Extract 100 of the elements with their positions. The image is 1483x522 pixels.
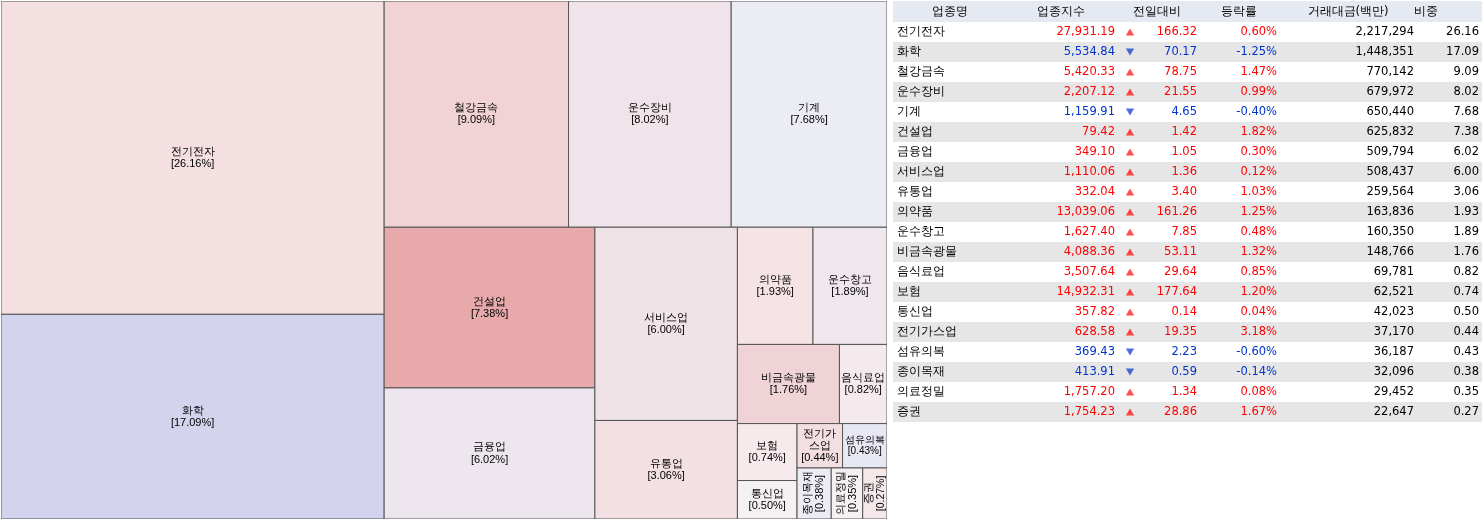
data-label: 21.55 (1164, 84, 1197, 98)
data-label: 28.86 (1164, 404, 1197, 418)
data-label: 3.40 (1171, 184, 1197, 198)
data-label: [8.02%] (631, 113, 669, 126)
category-label: 화학 (897, 44, 921, 58)
data-label: 0.48% (1240, 224, 1278, 238)
data-label: 69,781 (1373, 264, 1414, 278)
data-label: [0.74%] (748, 451, 786, 464)
text: 전일대비 (1133, 3, 1181, 18)
data-label: 2,207.12 (1063, 84, 1115, 98)
category-label: 전기가스업 (803, 426, 837, 451)
data-label: 1.32% (1240, 244, 1278, 258)
data-label: [7.68%] (790, 113, 828, 126)
data-label: 0.14 (1171, 304, 1197, 318)
data-label: 508,437 (1366, 164, 1414, 178)
data-label: 369.43 (1074, 344, 1115, 358)
data-label: 5,534.84 (1063, 44, 1115, 58)
data-label: 70.17 (1164, 44, 1197, 58)
data-label: 1.34 (1171, 384, 1197, 398)
text: 등락률 (1221, 3, 1257, 18)
data-label: 3,507.64 (1063, 264, 1115, 278)
category-label: 전기전자 (170, 144, 215, 157)
category-label: 비금속광물 (760, 370, 816, 383)
data-label: [26.16%] (170, 156, 215, 169)
data-label: 349.10 (1074, 144, 1115, 158)
data-label: 1.76 (1453, 244, 1479, 258)
data-label: 357.82 (1074, 304, 1115, 318)
data-label: 650,440 (1366, 104, 1414, 118)
category-label: 의료정밀 (897, 384, 945, 398)
category-label: 의약품 (758, 272, 792, 285)
category-label: 음식료업 (897, 264, 945, 278)
category-label: 화학 (181, 403, 204, 416)
data-label: 2.23 (1171, 344, 1197, 358)
data-label: 1.93 (1453, 204, 1479, 218)
data-label: 1.67% (1240, 404, 1278, 418)
data-label: [9.09%] (457, 113, 495, 126)
data-label: -1.25% (1236, 44, 1278, 58)
data-label: 0.35 (1453, 384, 1479, 398)
data-label: -0.14% (1236, 364, 1278, 378)
category-label: 운수장비 (627, 101, 672, 114)
data-label: 3.18% (1240, 324, 1278, 338)
data-label: 1.47% (1240, 64, 1278, 78)
data-label: -0.60% (1236, 344, 1278, 358)
data-label: [0.50%] (748, 498, 786, 511)
data-label: 53.11 (1164, 244, 1197, 258)
category-label: 철강금속 (897, 64, 945, 78)
data-label: 413.91 (1074, 364, 1115, 378)
data-label: 0.59 (1171, 364, 1197, 378)
data-label: 32,096 (1373, 364, 1414, 378)
data-label: 0.04% (1240, 304, 1278, 318)
data-label: -0.40% (1236, 104, 1278, 118)
category-label: 섬유의복 (897, 344, 945, 358)
data-label: [6.00%] (647, 322, 685, 335)
category-label: 종이목재 (801, 471, 814, 516)
category-label: 의약품 (897, 204, 933, 218)
data-label: 0.38 (1453, 364, 1479, 378)
data-label: 1,754.23 (1063, 404, 1115, 418)
legend-label: 비중 (1414, 3, 1438, 18)
data-label: 0.99% (1240, 84, 1278, 98)
data-label: [17.09%] (170, 415, 215, 428)
data-label: 4.65 (1171, 104, 1197, 118)
data-label: [0.35%] (846, 474, 859, 513)
data-label: 29,452 (1373, 384, 1414, 398)
data-label: 1,110.06 (1063, 164, 1115, 178)
data-label: 0.27 (1453, 404, 1479, 418)
data-label: 37,170 (1373, 324, 1414, 338)
data-label: 3.06 (1453, 184, 1479, 198)
data-label: 7.85 (1171, 224, 1197, 238)
data-label: 1.20% (1240, 284, 1278, 298)
category-label: 보험 (756, 439, 779, 452)
category-label: 운수창고 (897, 224, 945, 238)
data-label: 19.35 (1164, 324, 1197, 338)
data-label: 0.08% (1240, 384, 1278, 398)
category-label: 금융업 (473, 440, 507, 453)
data-label: 62,521 (1373, 284, 1414, 298)
data-label: 163,836 (1366, 204, 1414, 218)
category-label: 기계 (798, 101, 821, 114)
data-label: 161.26 (1156, 204, 1197, 218)
data-label: 0.12% (1240, 164, 1278, 178)
data-label: 1.82% (1240, 124, 1278, 138)
category-label: 서비스업 (897, 164, 945, 178)
data-label: 0.50 (1453, 304, 1479, 318)
category-label: 음식료업 (841, 370, 886, 383)
data-label: 6.02 (1453, 144, 1479, 158)
category-label: 기계 (897, 104, 921, 118)
data-label: [1.93%] (756, 284, 794, 297)
data-label: 36,187 (1373, 344, 1414, 358)
data-label: [0.44%] (801, 450, 839, 463)
category-label: 건설업 (473, 294, 507, 307)
data-label: 628.58 (1074, 324, 1115, 338)
data-label: 259,564 (1366, 184, 1414, 198)
data-label: [3.06%] (647, 468, 685, 481)
data-label: 9.09 (1453, 64, 1479, 78)
data-label: 509,794 (1366, 144, 1414, 158)
category-label: 유통업 (897, 184, 933, 198)
category-label: 전기전자 (897, 24, 945, 38)
data-label: 1.42 (1171, 124, 1197, 138)
data-label: 148,766 (1366, 244, 1414, 258)
category-label: 종이목재 (897, 364, 945, 378)
data-label: 7.38 (1453, 124, 1479, 138)
